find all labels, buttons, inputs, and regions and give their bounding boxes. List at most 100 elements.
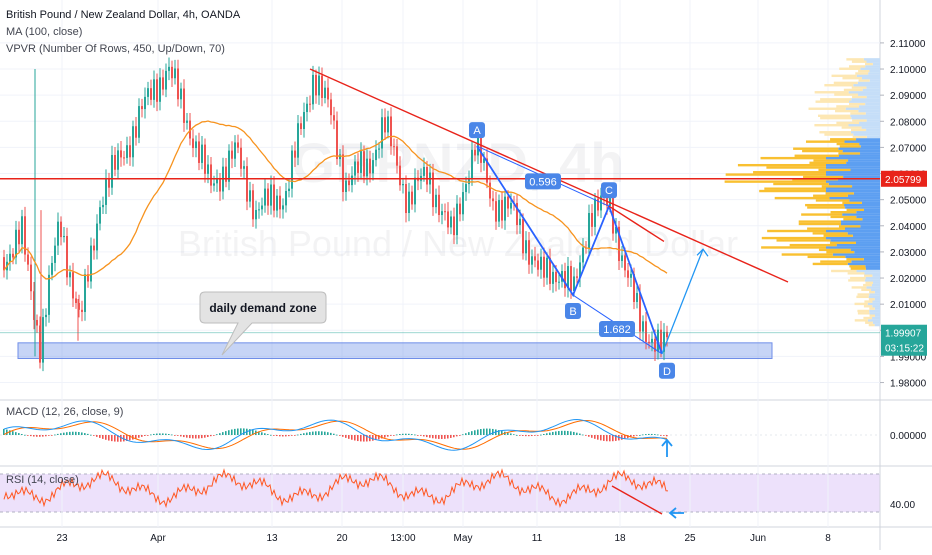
macd-histogram-bar: [474, 430, 476, 435]
candle-body: [141, 106, 143, 110]
candle-body: [264, 188, 266, 206]
candle-body: [552, 271, 554, 284]
candle-body: [495, 201, 497, 222]
volume-profile-row: [872, 321, 880, 324]
macd-histogram-bar: [201, 435, 203, 439]
volume-profile-row: [866, 135, 880, 139]
macd-histogram-bar: [489, 428, 491, 435]
volume-profile-row: [862, 88, 880, 92]
macd-histogram-bar: [189, 435, 191, 439]
volume-profile-row: [860, 67, 880, 70]
macd-histogram-bar: [297, 434, 299, 436]
candle-body: [339, 154, 341, 160]
volume-profile-row: [874, 298, 880, 301]
macd-histogram-bar: [30, 435, 32, 437]
macd-histogram-bar: [390, 435, 392, 436]
macd-histogram-bar: [498, 430, 500, 435]
candle-body: [435, 194, 437, 208]
macd-histogram-bar: [57, 433, 59, 435]
macd-histogram-bar: [435, 435, 437, 439]
volume-profile-row: [847, 272, 865, 275]
candle-body: [51, 262, 53, 275]
macd-histogram-bar: [162, 433, 164, 435]
volume-profile-row: [815, 100, 850, 103]
volume-profile-row: [852, 95, 867, 99]
candle-body: [93, 245, 95, 251]
volume-profile-row: [868, 72, 880, 75]
level-price-label: 2.05799: [885, 175, 922, 186]
macd-histogram-bar: [519, 435, 521, 436]
candle-body: [96, 223, 98, 251]
volume-profile-row: [807, 255, 846, 259]
candle-body: [444, 211, 446, 213]
macd-histogram-bar: [471, 431, 473, 435]
macd-histogram-bar: [207, 435, 209, 438]
volume-profile-row: [812, 232, 848, 235]
macd-histogram-bar: [150, 434, 152, 436]
volume-profile-row: [865, 276, 880, 280]
volume-profile-row: [850, 131, 880, 134]
volume-profile-row: [789, 243, 837, 247]
macd-histogram-bar: [3, 428, 5, 435]
time-tick-label: 13: [266, 533, 278, 544]
volume-profile-row: [826, 173, 880, 176]
macd-histogram-bar: [213, 435, 215, 436]
chart-title: British Pound / New Zealand Dollar, 4h, …: [6, 9, 241, 21]
volume-profile-row: [842, 213, 880, 216]
candle-body: [642, 321, 644, 332]
volume-profile-row: [861, 126, 880, 129]
candle-body: [60, 221, 62, 238]
volume-profile-row: [860, 145, 880, 148]
candle-body: [123, 157, 125, 159]
volume-profile-row: [849, 199, 880, 202]
macd-histogram-bar: [387, 435, 389, 437]
candle-body: [147, 88, 149, 97]
candle-body: [441, 211, 443, 216]
volume-profile-row: [872, 316, 880, 320]
candle-body: [414, 177, 416, 205]
candle-body: [645, 321, 647, 342]
macd-histogram-bar: [228, 430, 230, 435]
volume-profile-row: [836, 121, 860, 125]
candle-body: [405, 184, 407, 214]
candle-body: [174, 68, 176, 79]
macd-histogram-bar: [336, 434, 338, 436]
volume-profile-row: [831, 74, 857, 78]
volume-profile-row: [826, 246, 880, 249]
candle-body: [450, 216, 452, 228]
macd-histogram-bar: [294, 435, 296, 436]
macd-histogram-bar: [33, 435, 35, 437]
candle-body: [426, 166, 428, 185]
candle-body: [558, 281, 560, 283]
pattern-point-badge: [565, 303, 581, 320]
candle-body: [72, 272, 74, 299]
rsi-trendline: [611, 485, 663, 515]
volume-profile-row: [839, 67, 861, 70]
candle-body: [501, 200, 503, 221]
volume-profile-row: [852, 119, 867, 122]
volume-profile-row: [865, 265, 880, 268]
macd-histogram-bar: [639, 434, 641, 436]
candle-body: [285, 190, 287, 206]
macd-histogram-bar: [282, 435, 284, 437]
volume-profile-row: [834, 93, 859, 96]
macd-histogram-bar: [591, 435, 593, 438]
volume-profile-row: [824, 84, 854, 87]
volume-profile-row: [826, 180, 880, 183]
volume-profile-row: [860, 225, 880, 228]
volume-profile-row: [872, 300, 880, 303]
last-price-label: 1.99907: [885, 329, 922, 340]
macd-histogram-bar: [543, 433, 545, 435]
candle-body: [576, 276, 578, 278]
candle-body: [144, 96, 146, 110]
macd-histogram-bar: [636, 435, 638, 436]
macd-histogram-bar: [273, 435, 275, 436]
volume-profile-row: [829, 241, 856, 244]
macd-histogram-bar: [129, 435, 131, 441]
volume-profile-row: [861, 288, 872, 291]
volume-profile-row: [818, 168, 851, 172]
macd-histogram-bar: [339, 435, 341, 436]
volume-profile-row: [807, 206, 846, 209]
